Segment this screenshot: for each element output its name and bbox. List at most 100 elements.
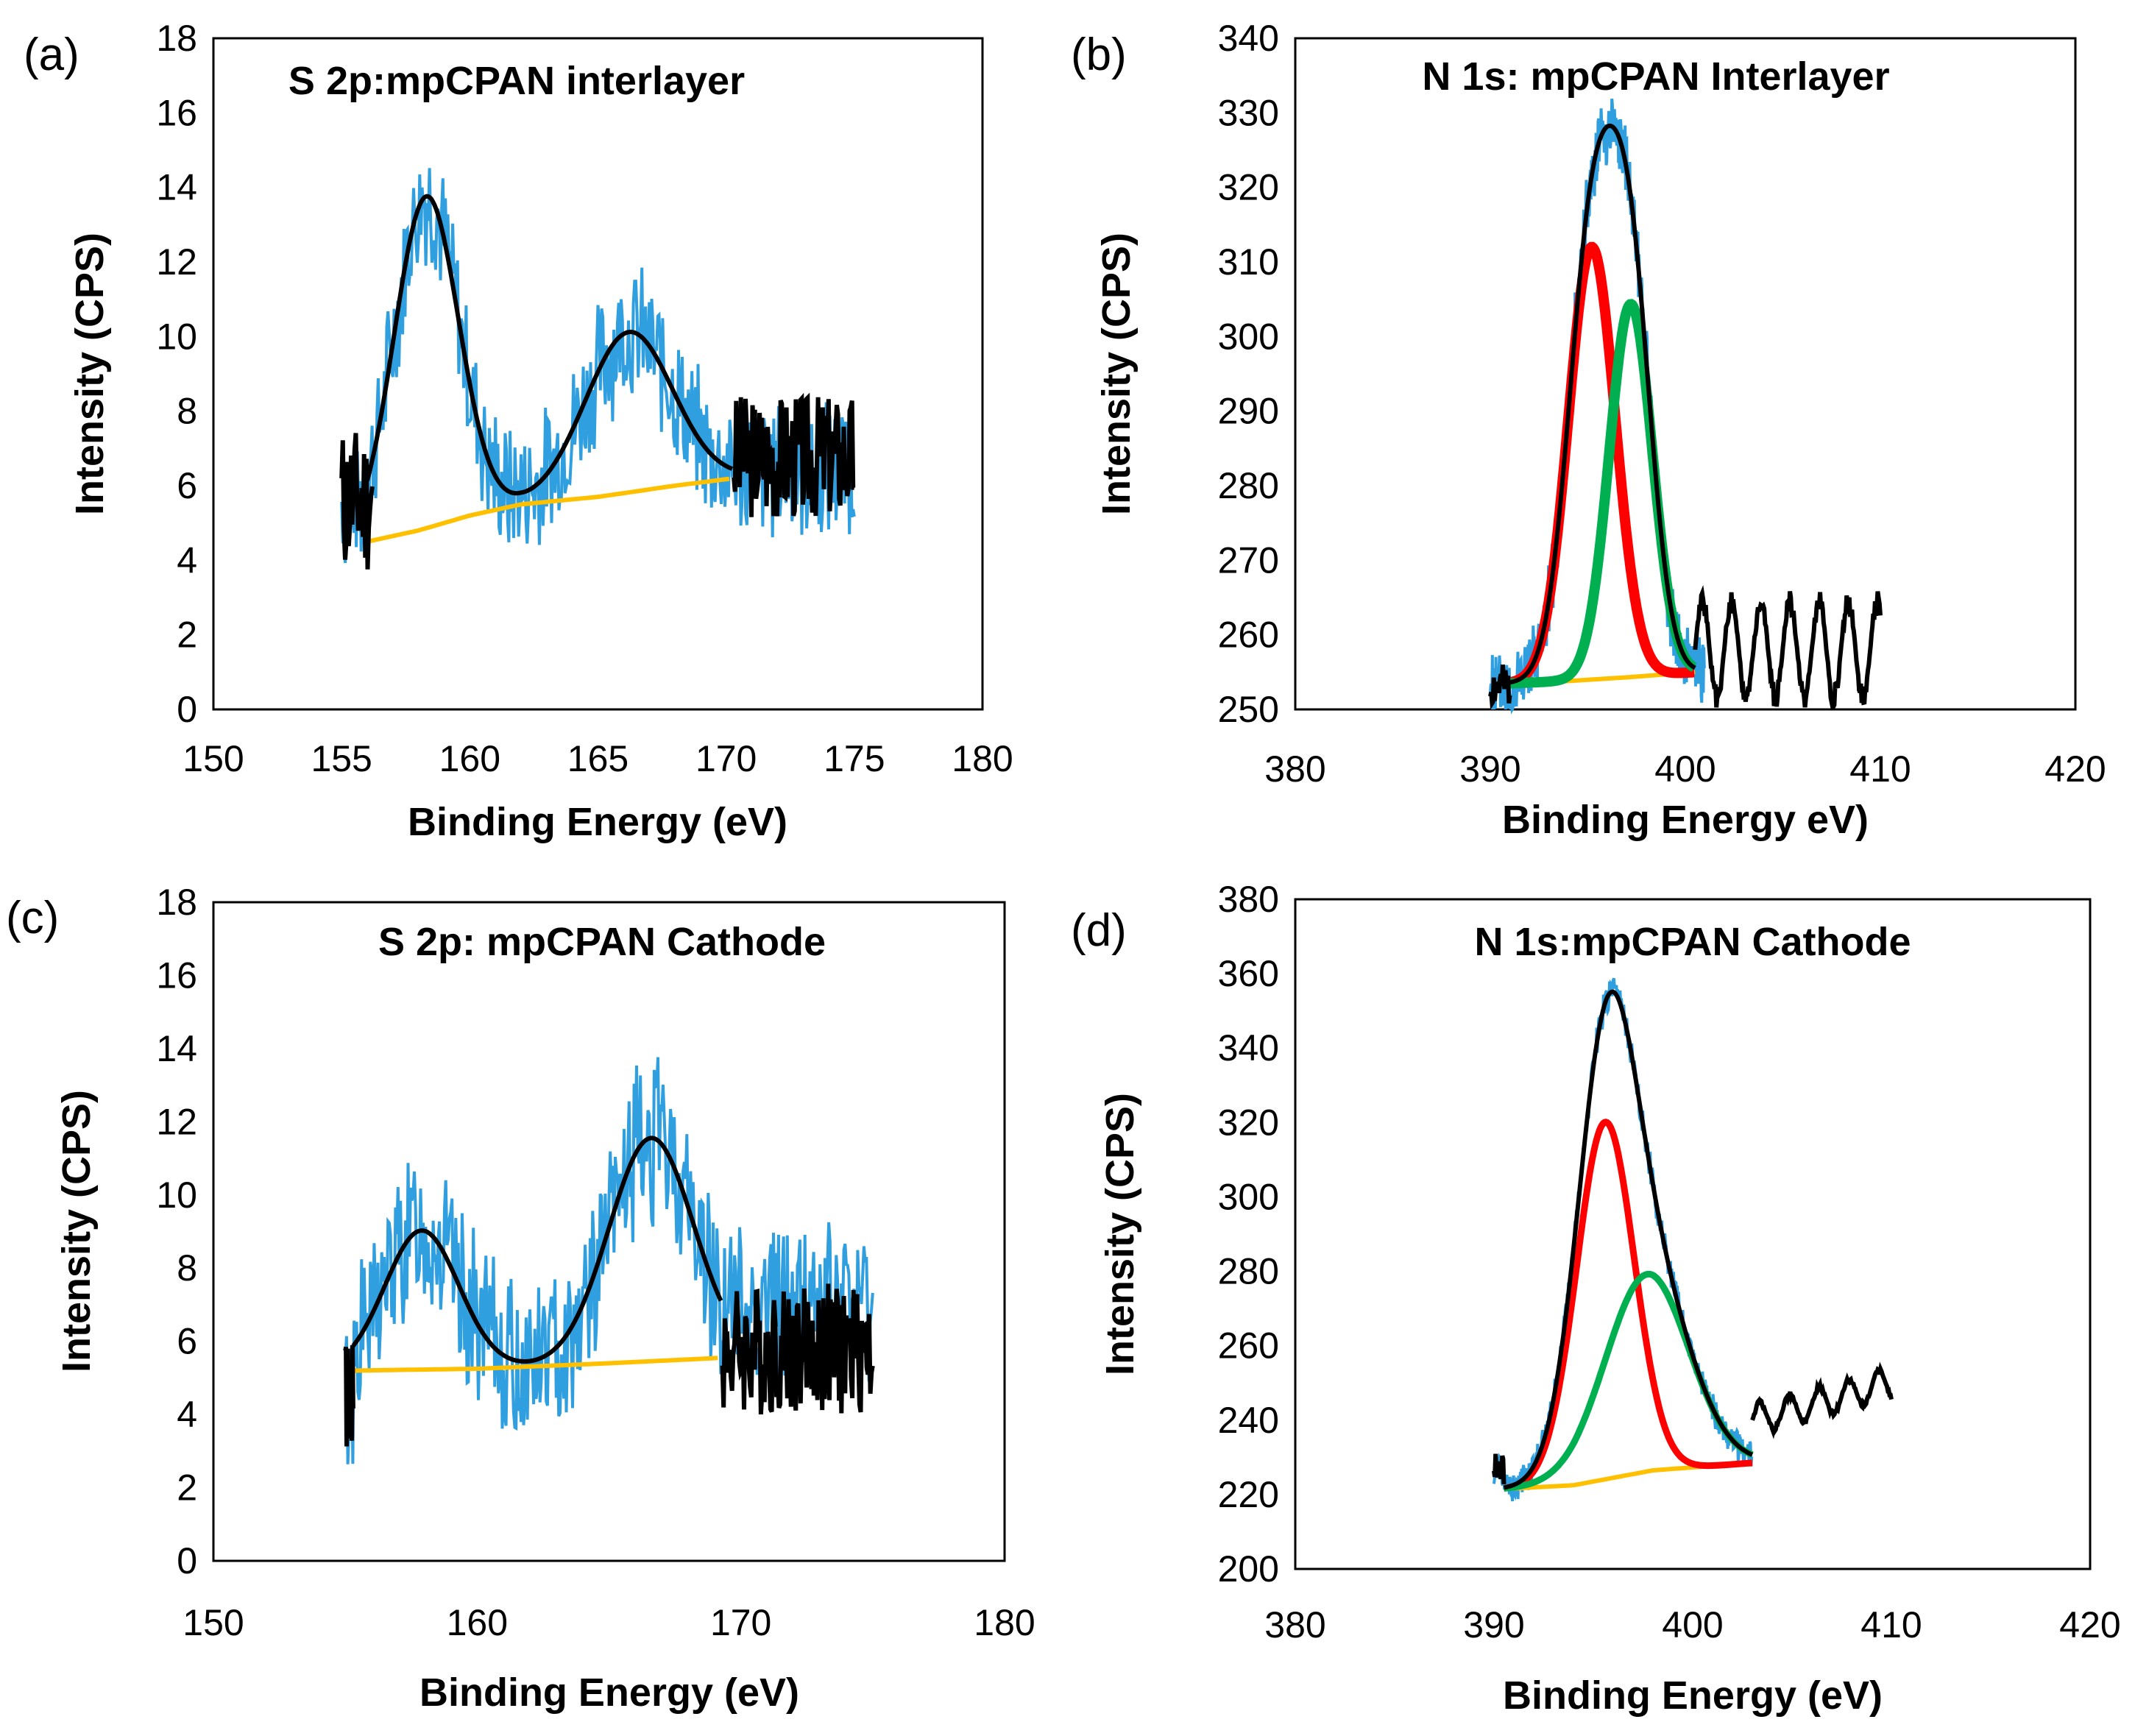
- x-axis-label: Binding Energy (eV): [408, 800, 787, 844]
- y-tick-label: 4: [177, 539, 197, 581]
- x-tick-label: 175: [824, 738, 885, 779]
- x-tick-label: 180: [974, 1602, 1035, 1643]
- y-tick-label: 300: [1218, 1176, 1279, 1217]
- plot-frame: [1294, 37, 2077, 711]
- y-tick-label: 260: [1218, 614, 1279, 656]
- panel-title: N 1s:mpCPAN Cathode: [1474, 920, 1911, 964]
- x-ticks: 150 160 170 180: [183, 1602, 1035, 1643]
- series-group: [1492, 977, 1894, 1502]
- y-tick-label: 300: [1218, 316, 1279, 357]
- x-tick-label: 160: [439, 738, 500, 779]
- y-tick-label: 10: [156, 316, 197, 357]
- y-tick-label: 16: [156, 954, 197, 996]
- panel-a: (a) S 2p:mpCPAN interlayer Binding Energ…: [24, 18, 1013, 844]
- tail-data-line: [720, 1283, 875, 1415]
- y-tick-label: 320: [1218, 1102, 1279, 1143]
- x-axis-label: Binding Energy (eV): [419, 1671, 799, 1715]
- y-tick-label: 6: [177, 1321, 197, 1362]
- x-tick-label: 380: [1264, 1604, 1325, 1645]
- x-tick-label: 170: [710, 1602, 771, 1643]
- x-tick-label: 420: [2059, 1604, 2120, 1645]
- y-tick-label: 360: [1218, 953, 1279, 994]
- panel-letter: (b): [1071, 29, 1127, 80]
- y-tick-label: 270: [1218, 539, 1279, 581]
- y-tick-label: 4: [177, 1394, 197, 1435]
- y-axis-label: Intensity (CPS): [68, 233, 112, 515]
- tail-data-line: [1750, 1361, 1894, 1439]
- y-tick-label: 14: [156, 1028, 197, 1069]
- head-data-line: [339, 433, 375, 570]
- y-tick-label: 18: [156, 18, 197, 59]
- y-tick-label: 310: [1218, 241, 1279, 283]
- x-tick-label: 380: [1264, 748, 1325, 790]
- plot-frame: [212, 37, 984, 711]
- y-tick-label: 260: [1218, 1325, 1279, 1367]
- background-line: [353, 1356, 718, 1373]
- x-tick-label: 170: [695, 738, 757, 779]
- x-tick-label: 150: [183, 738, 244, 779]
- x-tick-label: 410: [1849, 748, 1911, 790]
- component1-line: [1503, 1119, 1753, 1492]
- panel-title: S 2p:mpCPAN interlayer: [288, 59, 745, 103]
- panel-c: (c) S 2p: mpCPAN Cathode Binding Energy …: [6, 882, 1035, 1715]
- series-group: [339, 168, 856, 570]
- y-tick-label: 10: [156, 1175, 197, 1216]
- x-axis-label: Binding Energy eV): [1502, 798, 1869, 842]
- envelope-fit-line: [1509, 124, 1696, 685]
- series-group: [1488, 99, 1883, 715]
- panel-title: N 1s: mpCPAN Interlayer: [1422, 54, 1889, 99]
- x-ticks: 380 390 400 410 420: [1264, 1604, 2120, 1645]
- panel-b: (b) N 1s: mpCPAN Interlayer Binding Ener…: [1071, 18, 2106, 842]
- panel-letter: (d): [1071, 905, 1127, 956]
- y-axis-label: Intensity (CPS): [1094, 233, 1139, 515]
- x-tick-label: 410: [1860, 1604, 1922, 1645]
- envelope-fit-line: [351, 1136, 723, 1364]
- y-tick-label: 320: [1218, 167, 1279, 208]
- y-ticks: 0 2 4 6 8 10 12 14 16 18: [156, 882, 197, 1581]
- y-tick-label: 280: [1218, 465, 1279, 506]
- panel-letter: (c): [6, 893, 59, 943]
- y-tick-label: 18: [156, 882, 197, 923]
- x-axis-label: Binding Energy (eV): [1503, 1673, 1883, 1718]
- series-group: [343, 1057, 875, 1464]
- y-ticks: 0 2 4 6 8 10 12 14 16 18: [156, 18, 197, 730]
- x-tick-label: 390: [1463, 1604, 1524, 1645]
- y-tick-label: 340: [1218, 18, 1279, 59]
- y-tick-label: 2: [177, 1467, 197, 1509]
- tail-data-line: [732, 392, 856, 517]
- y-tick-label: 16: [156, 92, 197, 133]
- plot-frame: [212, 901, 1006, 1562]
- x-tick-label: 180: [952, 738, 1013, 779]
- envelope-fit-line: [365, 194, 734, 496]
- x-tick-label: 150: [183, 1602, 244, 1643]
- panel-title: S 2p: mpCPAN Cathode: [378, 920, 826, 964]
- y-tick-label: 0: [177, 689, 197, 730]
- y-axis-label: Intensity (CPS): [54, 1090, 99, 1372]
- y-tick-label: 340: [1218, 1027, 1279, 1069]
- head-data-line: [1492, 1453, 1506, 1484]
- y-tick-label: 12: [156, 241, 197, 283]
- x-tick-label: 160: [447, 1602, 508, 1643]
- y-tick-label: 14: [156, 167, 197, 208]
- y-tick-label: 8: [177, 1247, 197, 1289]
- head-data-line: [343, 1344, 355, 1447]
- tail-data-line: [1693, 584, 1883, 709]
- y-tick-label: 220: [1218, 1474, 1279, 1515]
- head-data-line: [1488, 664, 1512, 710]
- y-ticks: 250 260 270 280 290 300 310 320 330 340: [1218, 18, 1279, 730]
- panel-letter: (a): [24, 29, 79, 80]
- background-line: [367, 476, 730, 544]
- y-tick-label: 200: [1218, 1548, 1279, 1590]
- y-tick-label: 0: [177, 1540, 197, 1581]
- y-tick-label: 12: [156, 1101, 197, 1142]
- y-tick-label: 290: [1218, 391, 1279, 432]
- y-tick-label: 6: [177, 465, 197, 506]
- envelope-fit-line: [1503, 989, 1754, 1490]
- y-tick-label: 380: [1218, 879, 1279, 920]
- x-tick-label: 400: [1654, 748, 1716, 790]
- y-tick-label: 280: [1218, 1251, 1279, 1292]
- x-tick-label: 420: [2044, 748, 2106, 790]
- x-tick-label: 400: [1662, 1604, 1723, 1645]
